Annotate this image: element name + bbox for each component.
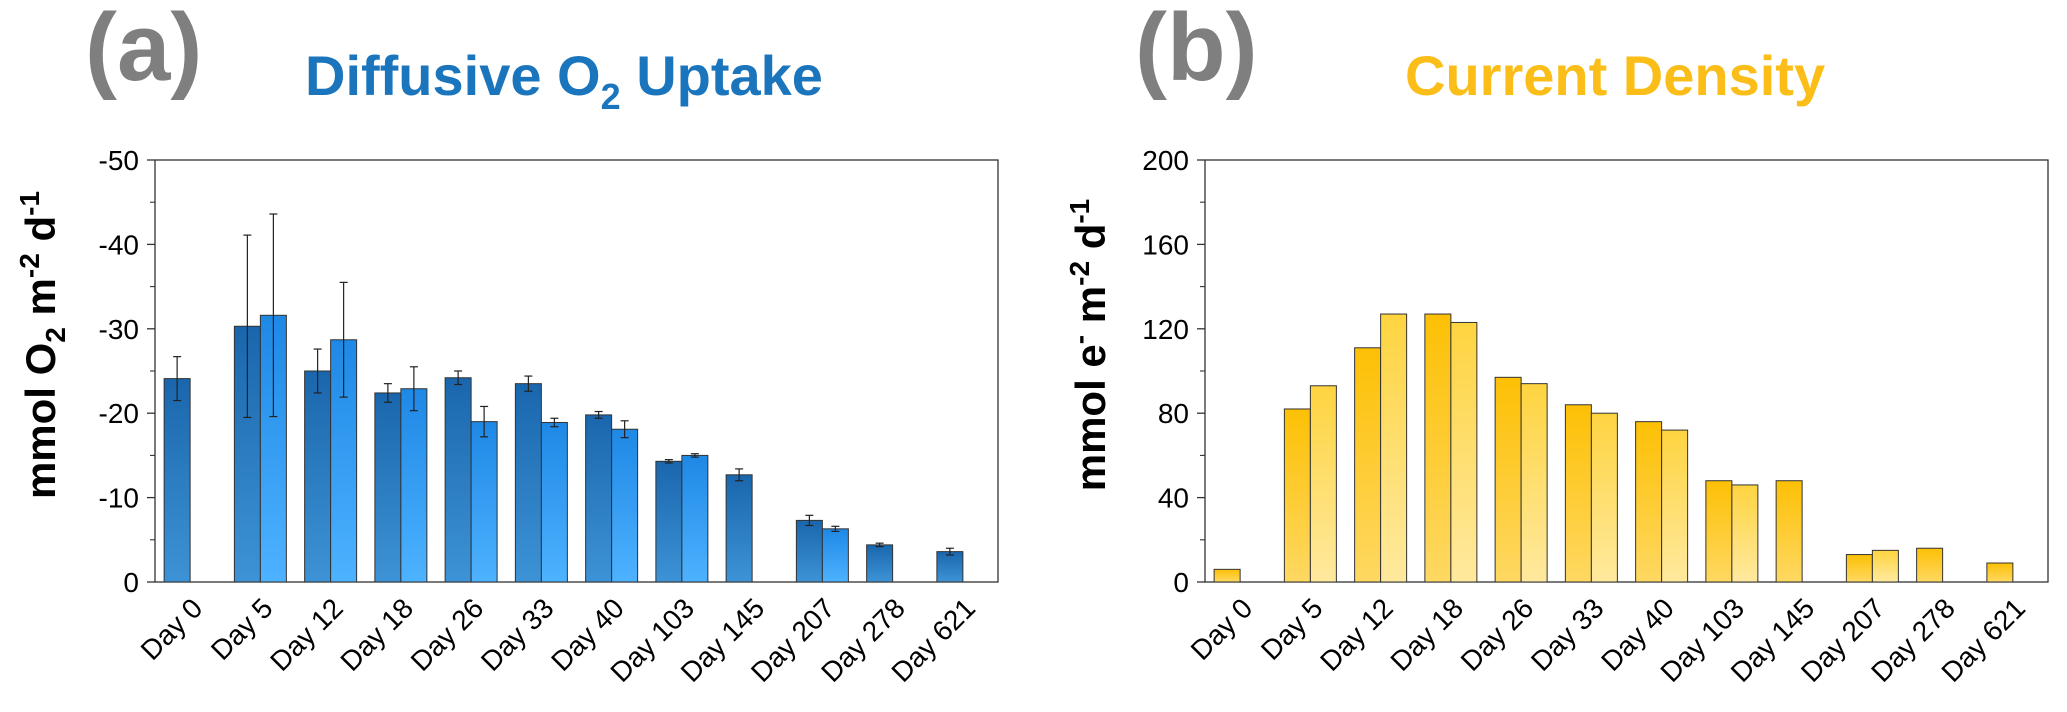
x-tick-label: Day 0 [135,592,209,666]
bar-day-40-s2 [1661,429,1689,583]
panel-a-title-sub: 2 [601,76,621,117]
bar-day-5-s1 [1283,408,1311,583]
y-tick-label: -20 [99,398,139,429]
bar-day-103-s1 [655,460,683,583]
y-tick-label: 40 [1158,483,1189,514]
panel-a-letter: (a) [85,0,202,101]
x-tick-label: Day 12 [264,592,349,677]
x-tick-label: Day 0 [1185,592,1259,666]
bar-day-40-s2 [611,428,639,583]
bar-day-621-s1 [936,551,964,583]
bar-day-12-s1 [304,370,332,583]
bar-day-103-s2 [1731,484,1759,583]
y-tick-label: -30 [99,314,139,345]
bar-day-18-s1 [374,392,402,583]
bar-day-621-s1 [1986,562,2014,583]
panel-a-ylabel: mmol O2 m-2 d-1 [14,191,71,499]
y-tick-label: 200 [1142,145,1189,176]
bar-day-278-s1 [1916,547,1944,583]
bar-day-145-s1 [725,474,753,583]
x-tick-label: Day 33 [475,592,560,677]
y-tick-label: 0 [1173,567,1189,598]
panel-a-title-tail: Uptake [621,44,823,107]
panel-a-title: Diffusive O2 Uptake [305,44,823,117]
bar-day-12-s2 [1380,313,1408,583]
x-tick-label: Day 18 [334,592,419,677]
panel-b-letter: (b) [1135,0,1258,101]
bar-day-0-s1 [1213,568,1241,583]
y-tick-label: -40 [99,229,139,260]
bar-day-145-s1 [1775,480,1803,583]
x-tick-label: Day 26 [1455,592,1540,677]
bar-day-207-s1 [1845,554,1873,583]
x-tick-label: Day 26 [405,592,490,677]
bar-day-33-s1 [514,383,542,583]
y-tick-label: 80 [1158,398,1189,429]
bar-day-207-s2 [821,528,849,583]
bar-day-26-s2 [470,421,498,583]
bar-day-207-s1 [795,519,823,583]
bar-day-33-s2 [1590,412,1618,583]
bar-day-33-s2 [540,421,568,583]
panel-a-title-main: Diffusive O [305,44,601,107]
bar-day-26-s2 [1520,383,1548,583]
bar-day-18-s2 [1450,321,1478,583]
bar-day-26-s1 [1494,376,1522,583]
bar-day-40-s1 [1635,421,1663,583]
bar-day-26-s1 [444,377,472,583]
bar-day-40-s1 [585,414,613,583]
x-tick-label: Day 18 [1384,592,1469,677]
bar-day-18-s1 [1424,313,1452,583]
bar-day-18-s2 [400,388,428,583]
y-tick-label: -10 [99,483,139,514]
bar-day-12-s1 [1354,347,1382,583]
bar-day-278-s1 [866,544,894,583]
y-tick-label: 120 [1142,314,1189,345]
bar-day-0-s1 [163,378,191,583]
panel-b-title: Current Density [1405,44,1825,107]
y-tick-label: 160 [1142,229,1189,260]
bar-day-103-s1 [1705,480,1733,583]
x-tick-label: Day 12 [1314,592,1399,677]
x-tick-label: Day 33 [1525,592,1610,677]
bar-day-5-s2 [1309,385,1337,583]
bar-day-207-s2 [1871,549,1899,583]
panel-b-ylabel: mmol e- m-2 d-1 [1064,199,1114,492]
y-tick-label: 0 [123,567,139,598]
bar-day-33-s1 [1564,404,1592,583]
y-tick-label: -50 [99,145,139,176]
bar-day-103-s2 [681,454,709,583]
